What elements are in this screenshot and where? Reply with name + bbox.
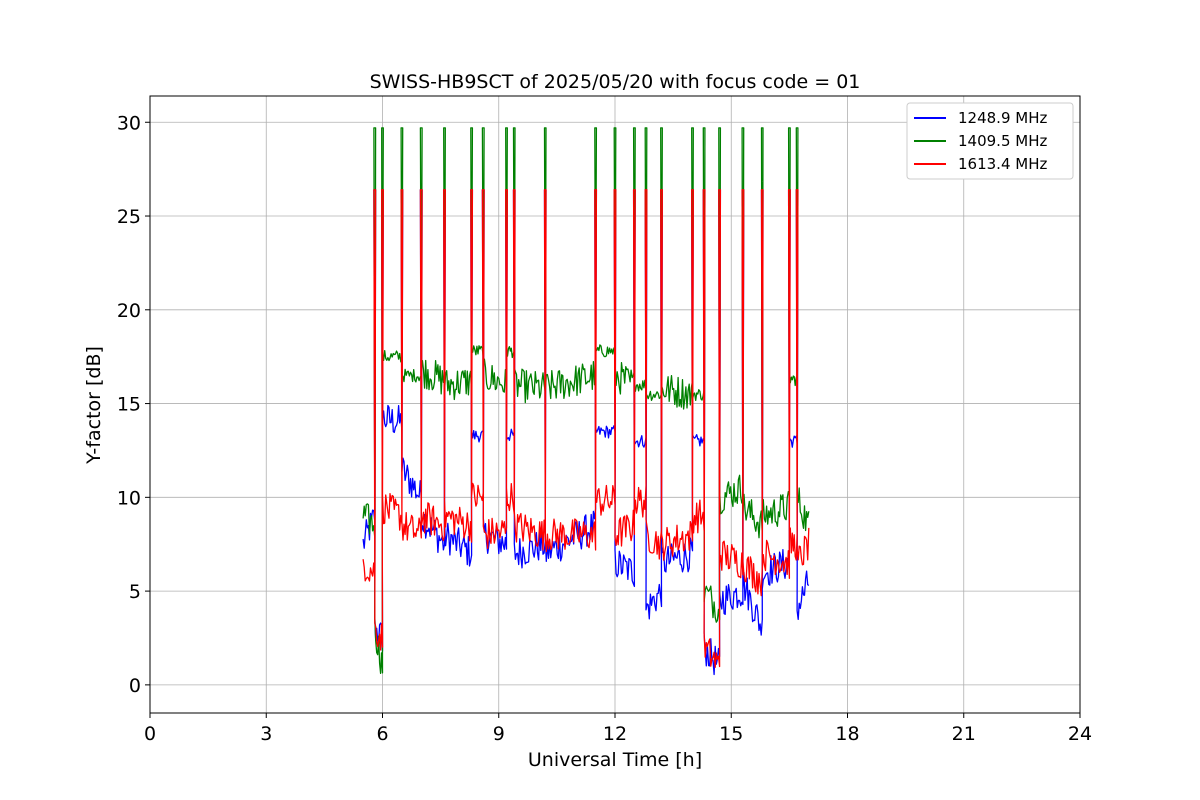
x-tick-label: 24 bbox=[1068, 723, 1092, 745]
legend-label: 1248.9 MHz bbox=[958, 109, 1047, 127]
y-axis: 0 5 10 15 20 25 30 bbox=[117, 112, 150, 697]
y-tick-label: 25 bbox=[117, 206, 141, 228]
y-tick-label: 0 bbox=[129, 675, 141, 697]
y-tick-label: 10 bbox=[117, 487, 141, 509]
x-tick-label: 12 bbox=[603, 723, 627, 745]
chart-title: SWISS-HB9SCT of 2025/05/20 with focus co… bbox=[370, 71, 861, 93]
series-layer bbox=[362, 127, 810, 676]
legend-box bbox=[906, 102, 1074, 180]
series-line bbox=[362, 127, 810, 675]
y-tick-label: 20 bbox=[117, 300, 141, 322]
x-tick-label: 6 bbox=[376, 723, 388, 745]
legend-label: 1613.4 MHz bbox=[958, 155, 1047, 173]
x-tick-label: 9 bbox=[493, 723, 505, 745]
legend: 1248.9 MHz 1409.5 MHz 1613.4 MHz bbox=[906, 102, 1074, 180]
x-axis-label: Universal Time [h] bbox=[528, 749, 702, 771]
y-axis-label: Y-factor [dB] bbox=[83, 346, 105, 465]
series-1409-5-mhz bbox=[362, 127, 810, 675]
series-line bbox=[362, 189, 810, 668]
y-tick-label: 30 bbox=[117, 112, 141, 134]
x-tick-label: 3 bbox=[260, 723, 272, 745]
series-1613-4-mhz bbox=[362, 189, 810, 668]
x-tick-label: 15 bbox=[719, 723, 743, 745]
x-tick-label: 0 bbox=[144, 723, 156, 745]
x-tick-label: 18 bbox=[835, 723, 859, 745]
x-axis: 0 3 6 9 12 15 18 21 24 bbox=[144, 713, 1092, 745]
y-tick-label: 5 bbox=[129, 581, 141, 603]
y-tick-label: 15 bbox=[117, 394, 141, 416]
legend-label: 1409.5 MHz bbox=[958, 132, 1047, 150]
x-tick-label: 21 bbox=[952, 723, 976, 745]
